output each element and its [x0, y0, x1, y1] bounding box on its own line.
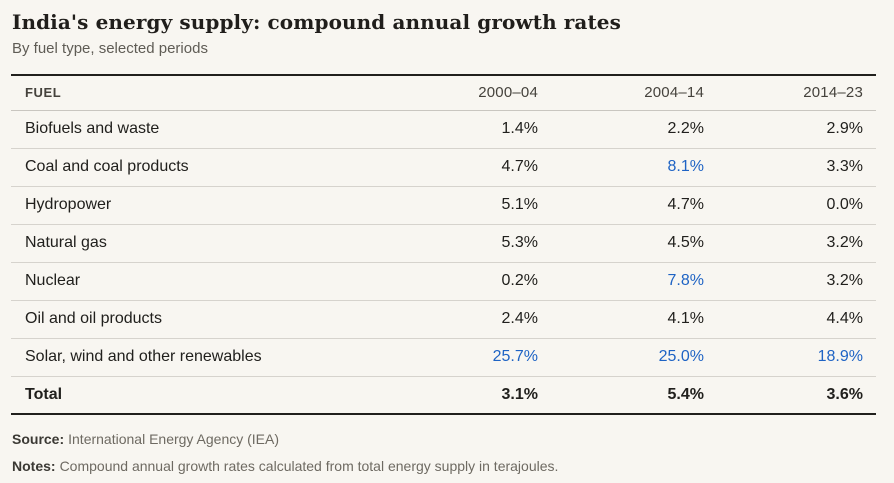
table-row-renewables: Solar, wind and other renewables 25.7% 2…: [11, 338, 876, 376]
value-cell: 4.5%: [667, 234, 704, 251]
value-cell: 1.4%: [501, 120, 538, 137]
value-cell: 0.2%: [501, 272, 538, 289]
page-title: India's energy supply: compound annual g…: [12, 10, 621, 34]
source-label: Source:: [12, 431, 65, 447]
value-cell: 4.1%: [667, 310, 704, 327]
notes-line: Notes: Compound annual growth rates calcu…: [12, 458, 876, 474]
notes-label: Notes:: [12, 458, 56, 474]
value-cell: 25.0%: [658, 348, 704, 365]
value-cell: 4.4%: [826, 310, 863, 327]
fuel-label: Coal and coal products: [25, 158, 189, 175]
value-cell: 5.4%: [667, 385, 704, 403]
table-row-hydropower: Hydropower 5.1% 4.7% 0.0%: [11, 186, 876, 224]
column-header-2004-14: 2004–14: [644, 84, 704, 102]
value-cell: 4.7%: [501, 158, 538, 175]
footer: Source: International Energy Agency (IEA)…: [11, 431, 876, 474]
value-cell: 4.7%: [667, 196, 704, 213]
value-cell: 18.9%: [817, 348, 863, 365]
value-cell: 8.1%: [667, 158, 704, 175]
fuel-label: Biofuels and waste: [25, 120, 160, 137]
fuel-label: Solar, wind and other renewables: [25, 348, 262, 365]
fuel-label: Total: [25, 385, 63, 403]
source-line: Source: International Energy Agency (IEA): [12, 431, 876, 447]
table-row-total: Total 3.1% 5.4% 3.6%: [11, 376, 876, 414]
table-row-coal: Coal and coal products 4.7% 8.1% 3.3%: [11, 148, 876, 186]
source-text: International Energy Agency (IEA): [68, 431, 280, 447]
fuel-label: Hydropower: [25, 196, 112, 213]
value-cell: 2.4%: [501, 310, 538, 327]
table-row-oil: Oil and oil products 2.4% 4.1% 4.4%: [11, 300, 876, 338]
table-row-nuclear: Nuclear 0.2% 7.8% 3.2%: [11, 262, 876, 300]
value-cell: 2.2%: [667, 120, 704, 137]
value-cell: 3.3%: [826, 158, 863, 175]
page-subtitle: By fuel type, selected periods: [12, 40, 208, 57]
energy-growth-table: FUEL 2000–04 2004–14 2014–23 Biofuels an…: [11, 74, 876, 415]
column-header-2014-23: 2014–23: [803, 84, 863, 102]
value-cell: 7.8%: [667, 272, 704, 289]
value-cell: 3.2%: [826, 234, 863, 251]
value-cell: 5.1%: [501, 196, 538, 213]
value-cell: 3.6%: [826, 385, 863, 403]
table-header-row: FUEL 2000–04 2004–14 2014–23: [11, 75, 876, 110]
fuel-label: Oil and oil products: [25, 310, 162, 327]
column-header-fuel: FUEL: [25, 85, 62, 101]
value-cell: 3.1%: [501, 385, 538, 403]
value-cell: 2.9%: [826, 120, 863, 137]
value-cell: 3.2%: [826, 272, 863, 289]
fuel-label: Nuclear: [25, 272, 81, 289]
column-header-2000-04: 2000–04: [478, 84, 538, 102]
value-cell: 25.7%: [492, 348, 538, 365]
value-cell: 0.0%: [826, 196, 863, 213]
value-cell: 5.3%: [501, 234, 538, 251]
notes-text: Compound annual growth rates calculated …: [59, 458, 559, 474]
fuel-label: Natural gas: [25, 234, 107, 251]
table-row-natural-gas: Natural gas 5.3% 4.5% 3.2%: [11, 224, 876, 262]
table-row-biofuels: Biofuels and waste 1.4% 2.2% 2.9%: [11, 110, 876, 148]
